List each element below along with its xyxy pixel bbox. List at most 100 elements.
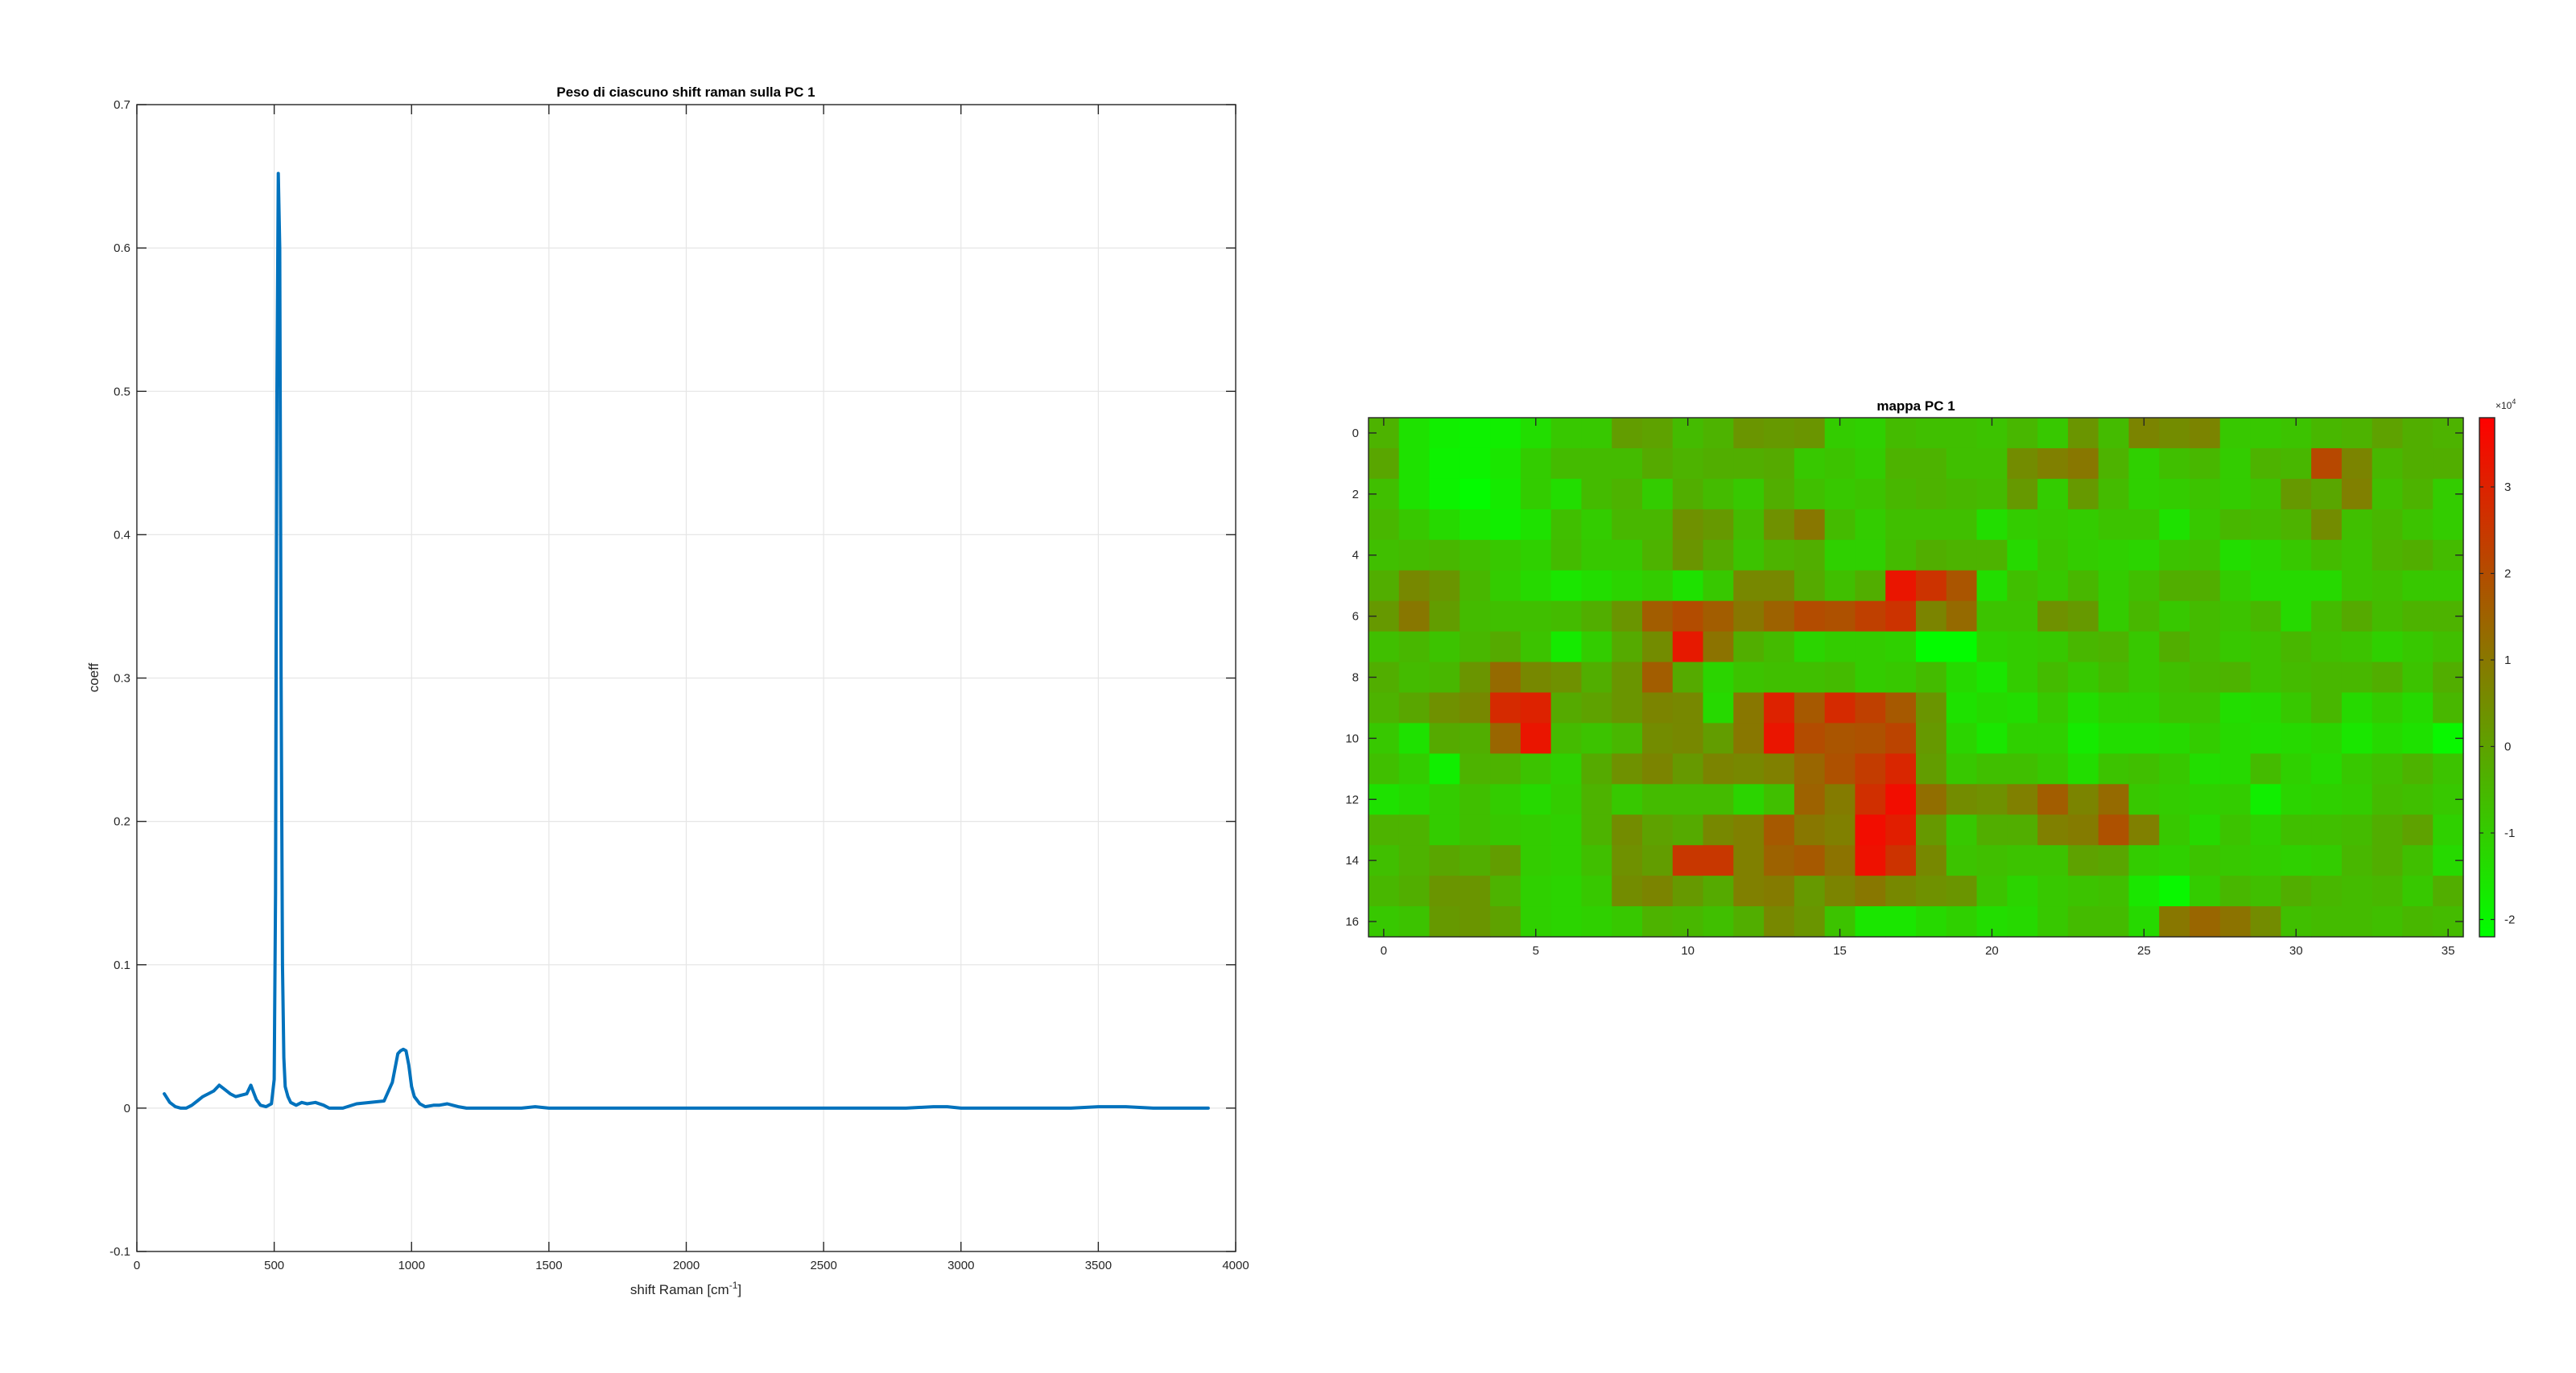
heatmap-cell — [1916, 753, 1947, 785]
y-tick-label: 0.3 — [114, 672, 130, 686]
heatmap-cell — [2372, 418, 2404, 449]
y-tick-label: 0.5 — [114, 385, 130, 398]
heatmap-cell — [2128, 662, 2160, 694]
heatmap-cell — [1824, 876, 1856, 907]
heatmap-cell — [1824, 845, 1856, 876]
heatmap-cell — [2190, 631, 2221, 663]
heatmap-cell — [1885, 539, 1917, 571]
heatmap-cell — [1916, 723, 1947, 754]
heatmap-cell — [2250, 570, 2281, 602]
heatmap-cell — [2159, 509, 2190, 541]
heatmap-cell — [1612, 662, 1643, 694]
heatmap-cell — [2219, 784, 2252, 815]
y-tick-label: 0.4 — [114, 528, 130, 542]
heatmap-cell — [1398, 692, 1430, 724]
heatmap-cell — [1672, 814, 1704, 846]
heatmap-cell — [1490, 662, 1521, 694]
heatmap-cell — [1612, 692, 1643, 724]
heatmap-cell — [2098, 662, 2130, 694]
heatmap-cell — [2159, 418, 2190, 449]
heatmap-cell — [2281, 845, 2312, 876]
heatmap-cell — [1581, 478, 1612, 510]
heatmap-cell — [1946, 906, 1978, 938]
heatmap-cell — [2159, 753, 2190, 785]
line-plot-x-tick-labels: 0 500 1000 1500 2000 2500 3000 3500 4000 — [134, 1259, 1249, 1272]
heatmap-cell — [2007, 631, 2038, 663]
heatmap-cell — [1490, 631, 1521, 663]
heatmap-cell — [2159, 692, 2190, 724]
heatmap-cell — [1520, 753, 1552, 785]
heatmap-cell — [1459, 753, 1491, 785]
heatmap-cell — [2067, 509, 2099, 541]
heatmap-cell — [1976, 509, 2008, 541]
heatmap-cell — [1764, 906, 1795, 938]
heatmap-cell — [1976, 600, 2008, 633]
heatmap-cell — [1429, 631, 1460, 663]
heatmap-cell — [2067, 447, 2099, 480]
heatmap-cell — [1916, 478, 1947, 510]
heatmap-cell — [2281, 753, 2312, 785]
heatmap-cell — [1946, 570, 1978, 602]
heatmap-cell — [2311, 600, 2343, 633]
heatmap-cell — [2341, 447, 2373, 480]
heatmap-cell — [1368, 447, 1400, 480]
heatmap-cell — [2159, 906, 2190, 938]
heatmap-cell — [1946, 723, 1978, 754]
heatmap-cell — [1764, 876, 1795, 907]
heatmap-cell — [1581, 418, 1612, 449]
heatmap-cell — [1398, 662, 1430, 694]
heatmap-x-tick-labels: 0 5 10 15 20 25 30 35 — [1381, 944, 2455, 958]
heatmap-cell — [2219, 845, 2252, 876]
heatmap-cell — [1794, 753, 1826, 785]
heatmap-cell — [1520, 662, 1552, 694]
heatmap-y-tick-label: 12 — [1345, 793, 1359, 806]
heatmap-cell — [2098, 845, 2130, 876]
heatmap-cell — [1520, 631, 1552, 663]
heatmap-cell — [2007, 662, 2038, 694]
line-plot-title: Peso di ciascuno shift raman sulla PC 1 — [556, 85, 815, 100]
heatmap-cell — [2372, 662, 2404, 694]
heatmap-cell — [2433, 570, 2464, 602]
heatmap-cell — [2037, 784, 2069, 815]
heatmap-cell — [2037, 662, 2069, 694]
heatmap-cell — [2219, 600, 2252, 633]
heatmap-cell — [2250, 876, 2281, 907]
heatmap-cell — [1855, 906, 1886, 938]
heatmap-cell — [1368, 570, 1400, 602]
heatmap-cell — [1581, 631, 1612, 663]
heatmap-cell — [1733, 600, 1765, 633]
heatmap-cell — [2372, 631, 2404, 663]
heatmap-cell — [2219, 509, 2252, 541]
heatmap-cell — [1429, 570, 1460, 602]
heatmap-cell — [2372, 723, 2404, 754]
heatmap-cell — [1550, 570, 1583, 602]
heatmap-cell — [2190, 418, 2221, 449]
heatmap-cell — [2067, 600, 2099, 633]
heatmap-cell — [2219, 906, 2252, 938]
heatmap-cell — [2219, 662, 2252, 694]
y-tick-label: 0 — [124, 1102, 130, 1115]
heatmap-cell — [1642, 631, 1674, 663]
heatmap-cell — [2159, 478, 2190, 510]
x-tick-label: 1000 — [398, 1259, 425, 1272]
heatmap-cell — [1672, 600, 1704, 633]
heatmap-cell — [1642, 570, 1674, 602]
heatmap-cell — [1642, 600, 1674, 633]
heatmap-cell — [1550, 447, 1583, 480]
heatmap-cell — [1916, 906, 1947, 938]
y-tick-label: 0.1 — [114, 959, 130, 972]
x-tick-label: 4000 — [1222, 1259, 1249, 1272]
heatmap-cell — [1490, 509, 1521, 541]
heatmap-cell — [1459, 539, 1491, 571]
heatmap-cell — [2067, 753, 2099, 785]
heatmap-cell — [1824, 692, 1856, 724]
heatmap-cell — [2007, 539, 2038, 571]
heatmap-cell — [1429, 692, 1460, 724]
heatmap-cell — [1703, 814, 1734, 846]
heatmap-x-tick-label: 15 — [1833, 944, 1847, 958]
heatmap-cell — [2098, 906, 2130, 938]
heatmap-cell — [2190, 600, 2221, 633]
heatmap-cell — [1703, 753, 1734, 785]
heatmap-cell — [1490, 418, 1521, 449]
heatmap-y-tick-label: 16 — [1345, 915, 1359, 929]
